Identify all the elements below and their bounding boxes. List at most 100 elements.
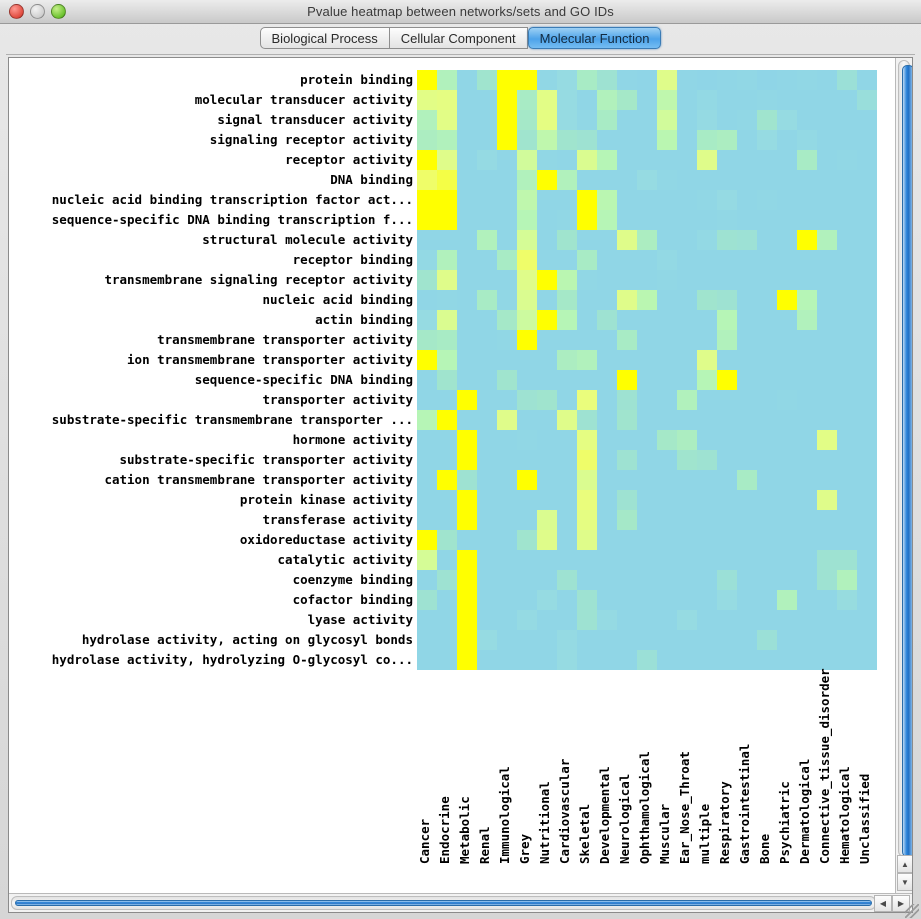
heatmap-cell[interactable] <box>497 530 517 550</box>
heatmap-cell[interactable] <box>757 410 777 430</box>
heatmap-cell[interactable] <box>677 150 697 170</box>
heatmap-cell[interactable] <box>737 290 757 310</box>
heatmap-cell[interactable] <box>477 310 497 330</box>
heatmap-cell[interactable] <box>477 370 497 390</box>
heatmap-cell[interactable] <box>737 90 757 110</box>
heatmap-cell[interactable] <box>717 230 737 250</box>
heatmap-cell[interactable] <box>557 410 577 430</box>
heatmap-cell[interactable] <box>477 390 497 410</box>
heatmap-cell[interactable] <box>837 150 857 170</box>
heatmap-cell[interactable] <box>437 530 457 550</box>
heatmap-cell[interactable] <box>437 350 457 370</box>
heatmap-cell[interactable] <box>637 70 657 90</box>
heatmap-cell[interactable] <box>517 270 537 290</box>
heatmap-cell[interactable] <box>657 430 677 450</box>
heatmap-cell[interactable] <box>757 330 777 350</box>
heatmap-cell[interactable] <box>817 570 837 590</box>
heatmap-cell[interactable] <box>757 650 777 670</box>
heatmap-cell[interactable] <box>677 210 697 230</box>
heatmap-cell[interactable] <box>797 490 817 510</box>
heatmap-cell[interactable] <box>717 450 737 470</box>
heatmap-cell[interactable] <box>817 170 837 190</box>
heatmap-cell[interactable] <box>837 330 857 350</box>
zoom-button[interactable] <box>51 4 66 19</box>
heatmap-cell[interactable] <box>757 570 777 590</box>
heatmap-cell[interactable] <box>477 570 497 590</box>
heatmap-cell[interactable] <box>517 470 537 490</box>
heatmap-cell[interactable] <box>817 250 837 270</box>
heatmap-cell[interactable] <box>777 490 797 510</box>
heatmap-cell[interactable] <box>817 590 837 610</box>
heatmap-cell[interactable] <box>457 550 477 570</box>
heatmap-cell[interactable] <box>837 470 857 490</box>
heatmap-cell[interactable] <box>817 110 837 130</box>
heatmap-cell[interactable] <box>537 130 557 150</box>
heatmap-cell[interactable] <box>817 550 837 570</box>
heatmap-cell[interactable] <box>637 390 657 410</box>
heatmap-cell[interactable] <box>637 550 657 570</box>
heatmap-cell[interactable] <box>517 110 537 130</box>
heatmap-cell[interactable] <box>497 630 517 650</box>
heatmap-cell[interactable] <box>657 90 677 110</box>
heatmap-cell[interactable] <box>537 310 557 330</box>
heatmap-cell[interactable] <box>797 110 817 130</box>
heatmap-cell[interactable] <box>557 230 577 250</box>
heatmap-cell[interactable] <box>677 430 697 450</box>
heatmap-cell[interactable] <box>457 510 477 530</box>
heatmap-cell[interactable] <box>637 170 657 190</box>
heatmap-cell[interactable] <box>697 210 717 230</box>
heatmap-cell[interactable] <box>497 490 517 510</box>
heatmap-cell[interactable] <box>817 90 837 110</box>
heatmap-cell[interactable] <box>717 330 737 350</box>
heatmap-cell[interactable] <box>657 330 677 350</box>
heatmap-cell[interactable] <box>577 370 597 390</box>
heatmap-cell[interactable] <box>417 70 437 90</box>
resize-grip-icon[interactable] <box>905 904 919 918</box>
heatmap-cell[interactable] <box>797 390 817 410</box>
heatmap-cell[interactable] <box>477 210 497 230</box>
heatmap-cell[interactable] <box>797 70 817 90</box>
heatmap-cell[interactable] <box>497 570 517 590</box>
heatmap-cell[interactable] <box>497 470 517 490</box>
heatmap-cell[interactable] <box>777 590 797 610</box>
heatmap-cell[interactable] <box>537 230 557 250</box>
heatmap-cell[interactable] <box>537 350 557 370</box>
heatmap-cell[interactable] <box>537 410 557 430</box>
heatmap-cell[interactable] <box>637 130 657 150</box>
heatmap-cell[interactable] <box>417 130 437 150</box>
heatmap-cell[interactable] <box>537 170 557 190</box>
heatmap-cell[interactable] <box>677 110 697 130</box>
heatmap-cell[interactable] <box>737 370 757 390</box>
heatmap-cell[interactable] <box>837 90 857 110</box>
heatmap-cell[interactable] <box>777 410 797 430</box>
heatmap-cell[interactable] <box>657 210 677 230</box>
heatmap-cell[interactable] <box>677 470 697 490</box>
heatmap-cell[interactable] <box>437 370 457 390</box>
heatmap-cell[interactable] <box>677 490 697 510</box>
heatmap-cell[interactable] <box>437 250 457 270</box>
heatmap-cell[interactable] <box>537 290 557 310</box>
heatmap-cell[interactable] <box>737 150 757 170</box>
heatmap-cell[interactable] <box>557 330 577 350</box>
heatmap-cell[interactable] <box>557 350 577 370</box>
heatmap-cell[interactable] <box>557 190 577 210</box>
heatmap-cell[interactable] <box>697 310 717 330</box>
heatmap-cell[interactable] <box>597 550 617 570</box>
heatmap-cell[interactable] <box>477 170 497 190</box>
heatmap-cell[interactable] <box>657 450 677 470</box>
heatmap-cell[interactable] <box>757 310 777 330</box>
heatmap-cell[interactable] <box>477 150 497 170</box>
heatmap-cell[interactable] <box>777 550 797 570</box>
heatmap-cell[interactable] <box>577 70 597 90</box>
heatmap-cell[interactable] <box>857 190 877 210</box>
heatmap-cell[interactable] <box>717 210 737 230</box>
heatmap-cell[interactable] <box>457 530 477 550</box>
heatmap-cell[interactable] <box>417 210 437 230</box>
vertical-scrollbar[interactable]: ▲ ▼ <box>895 58 912 893</box>
heatmap-cell[interactable] <box>577 130 597 150</box>
heatmap-grid[interactable] <box>417 70 877 670</box>
heatmap-cell[interactable] <box>717 70 737 90</box>
heatmap-cell[interactable] <box>837 550 857 570</box>
heatmap-cell[interactable] <box>557 310 577 330</box>
heatmap-cell[interactable] <box>777 90 797 110</box>
